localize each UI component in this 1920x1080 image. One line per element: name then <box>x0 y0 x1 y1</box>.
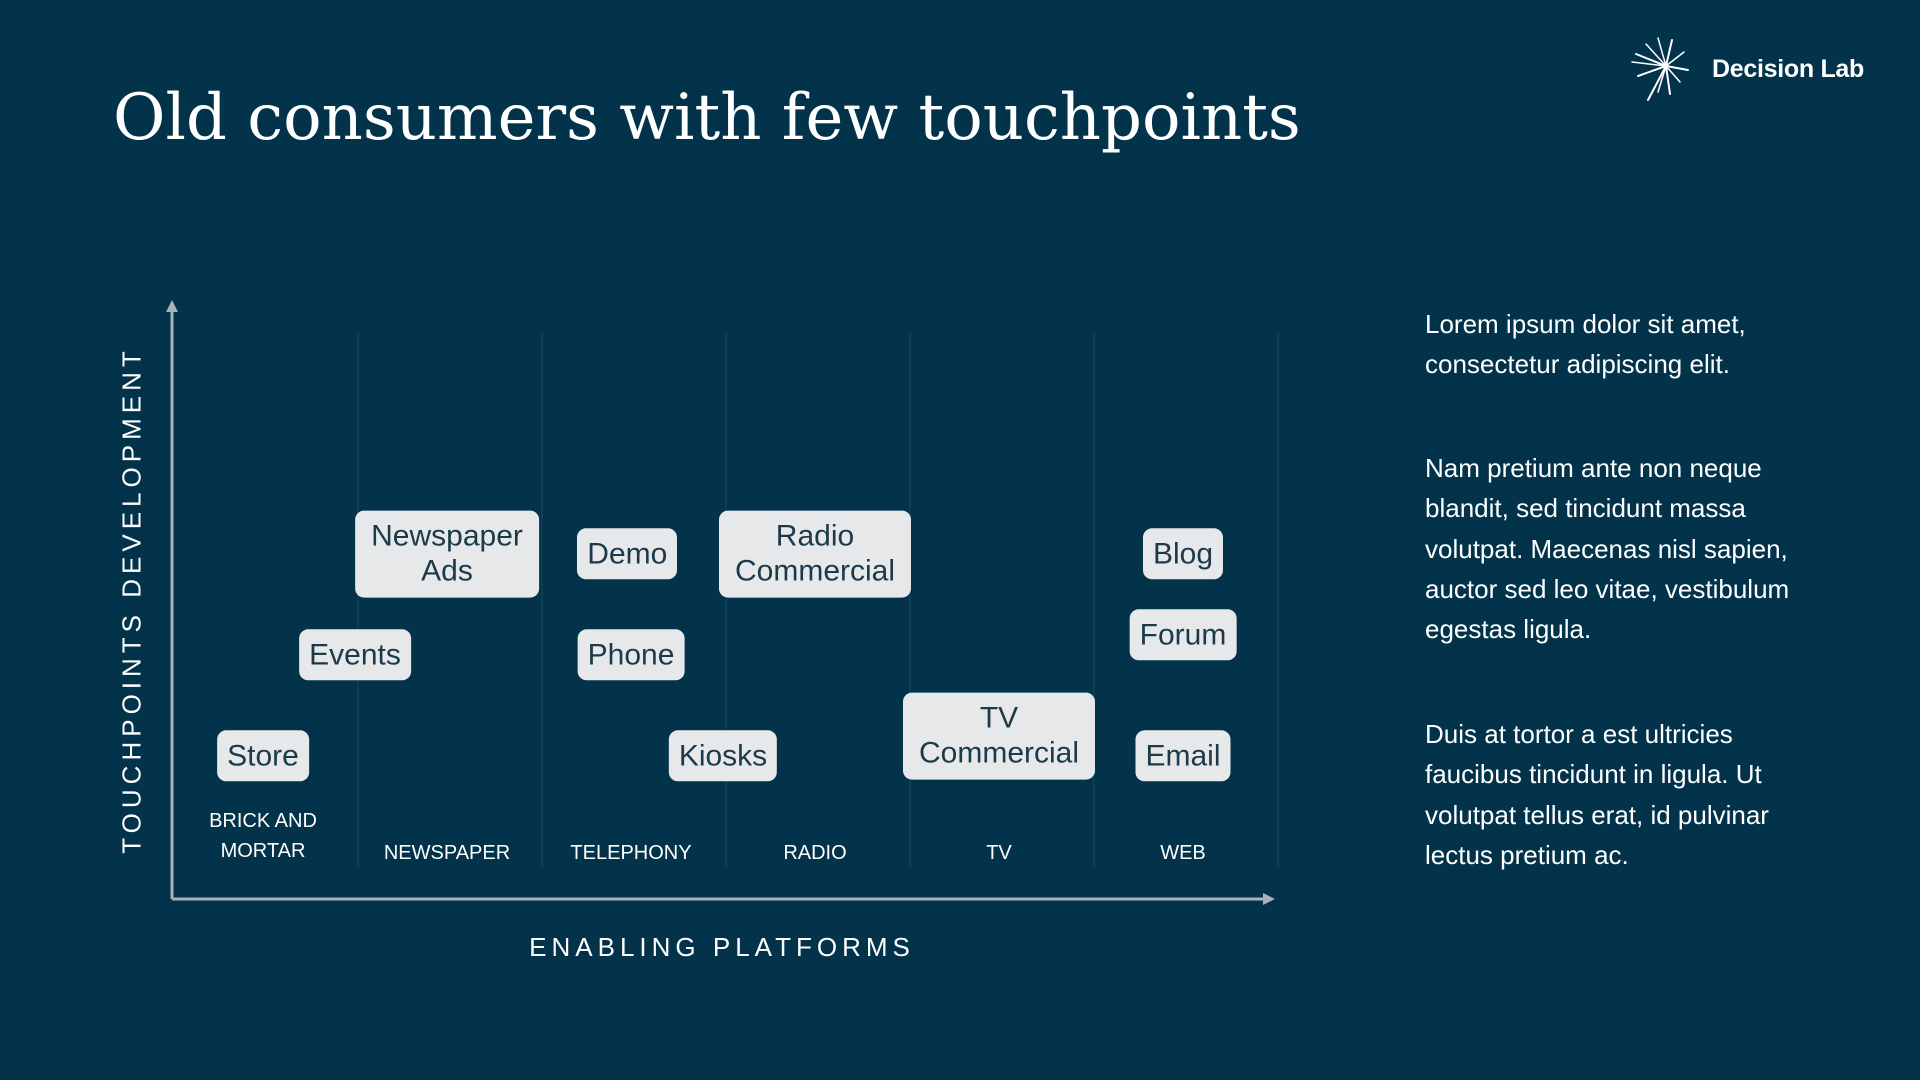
touchpoint-box: Radio Commercial <box>718 510 912 598</box>
touchpoint-box: Events <box>299 629 411 681</box>
starburst-icon <box>1631 37 1689 101</box>
x-axis-title: ENABLING PLATFORMS <box>529 932 915 962</box>
platform-label: WEB <box>1160 842 1206 864</box>
platform-label: NEWSPAPER <box>383 842 511 864</box>
logo: Decision Lab <box>1628 32 1864 106</box>
touchpoint-box: Blog <box>1142 528 1224 580</box>
y-axis-title: TOUCHPOINTS DEVELOPMENT <box>116 346 147 854</box>
touchpoint-box: Demo <box>577 528 678 580</box>
touchpoint-box: Newspaper Ads <box>355 510 539 598</box>
touchpoint-box: Kiosks <box>668 730 778 782</box>
y-axis-arrow <box>166 300 178 312</box>
platform-label: TELEPHONY <box>570 842 692 864</box>
page-title: Old consumers with few touchpoints <box>113 81 1301 155</box>
touchpoint-box: TV Commercial <box>902 692 1096 780</box>
touchpoint-box: Phone <box>577 629 685 681</box>
platform-label: TV <box>986 842 1012 864</box>
touchpoint-box: Store <box>217 730 309 782</box>
touchpoint-box: Email <box>1135 730 1231 782</box>
logo-text: Decision Lab <box>1712 54 1864 83</box>
side-paragraph-3: Duis at tortor a est ultricies faucibus … <box>1425 719 1769 870</box>
platform-label: BRICK AND MORTAR <box>209 810 317 862</box>
side-paragraph-1: Lorem ipsum dolor sit amet, consectetur … <box>1425 309 1746 380</box>
touchpoint-box: Forum <box>1129 609 1237 661</box>
side-paragraph-2: Nam pretium ante non neque blandit, sed … <box>1425 453 1790 645</box>
x-axis-arrow <box>1263 893 1275 905</box>
platform-label: RADIO <box>783 842 847 864</box>
